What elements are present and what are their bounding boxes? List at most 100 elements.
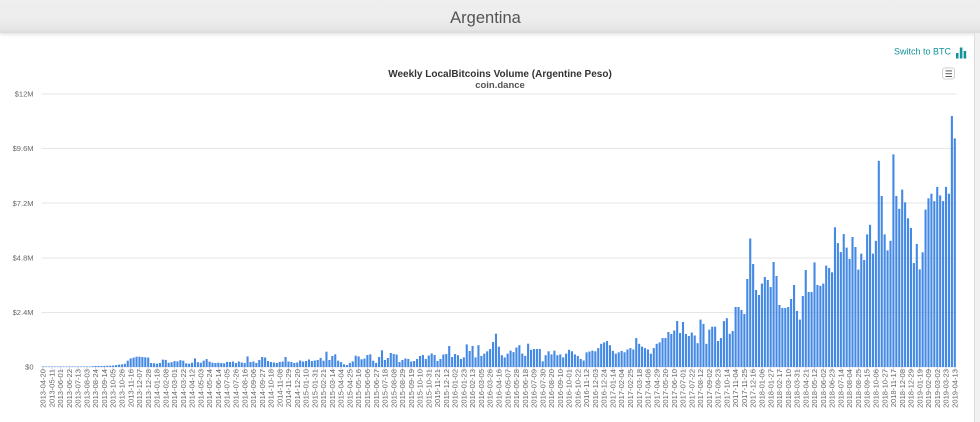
svg-text:2018-12-29: 2018-12-29	[907, 369, 916, 408]
svg-text:2019-01-19: 2019-01-19	[915, 369, 924, 408]
svg-text:2019-04-13: 2019-04-13	[950, 369, 959, 408]
svg-text:2013-08-03: 2013-08-03	[82, 369, 91, 408]
svg-text:2017-04-08: 2017-04-08	[644, 369, 653, 408]
svg-text:2018-05-12: 2018-05-12	[810, 369, 819, 408]
svg-text:2018-10-06: 2018-10-06	[871, 369, 880, 408]
svg-text:$4.8M: $4.8M	[13, 253, 34, 262]
svg-text:Switch to BTC: Switch to BTC	[894, 47, 952, 57]
svg-text:2018-02-17: 2018-02-17	[775, 369, 784, 408]
svg-text:2016-11-12: 2016-11-12	[582, 369, 591, 407]
svg-text:2016-07-30: 2016-07-30	[538, 369, 547, 408]
svg-text:2017-09-23: 2017-09-23	[714, 369, 723, 408]
svg-text:2018-06-02: 2018-06-02	[819, 369, 828, 408]
svg-text:2017-02-25: 2017-02-25	[626, 369, 635, 408]
svg-text:2015-04-25: 2015-04-25	[345, 369, 354, 408]
svg-text:2019-02-09: 2019-02-09	[924, 369, 933, 408]
svg-text:$2.4M: $2.4M	[13, 308, 34, 317]
svg-text:2018-11-17: 2018-11-17	[889, 369, 898, 407]
svg-text:2017-06-10: 2017-06-10	[670, 369, 679, 408]
svg-text:2014-06-14: 2014-06-14	[214, 369, 223, 408]
svg-text:2015-07-18: 2015-07-18	[381, 369, 390, 408]
svg-text:2013-10-05: 2013-10-05	[109, 369, 118, 408]
svg-text:2017-12-16: 2017-12-16	[749, 369, 758, 408]
svg-text:2018-08-04: 2018-08-04	[845, 369, 854, 408]
svg-text:2013-08-24: 2013-08-24	[91, 369, 100, 408]
svg-text:2017-10-14: 2017-10-14	[722, 369, 731, 408]
svg-text:2014-05-03: 2014-05-03	[196, 369, 205, 408]
svg-text:2015-11-21: 2015-11-21	[433, 369, 442, 407]
svg-text:2015-08-29: 2015-08-29	[398, 369, 407, 408]
svg-text:2016-06-18: 2016-06-18	[521, 369, 530, 408]
svg-text:2017-07-01: 2017-07-01	[679, 369, 688, 408]
svg-text:2013-06-01: 2013-06-01	[56, 369, 65, 408]
svg-text:2016-10-01: 2016-10-01	[565, 369, 574, 408]
svg-text:2017-11-04: 2017-11-04	[731, 369, 740, 407]
svg-text:2016-03-26: 2016-03-26	[486, 369, 495, 408]
svg-text:2019-03-02: 2019-03-02	[933, 369, 942, 408]
svg-text:2017-04-29: 2017-04-29	[652, 369, 661, 408]
svg-text:2016-01-02: 2016-01-02	[451, 369, 460, 408]
svg-text:2016-08-20: 2016-08-20	[547, 369, 556, 408]
svg-text:2015-02-21: 2015-02-21	[319, 369, 328, 408]
svg-text:2017-03-18: 2017-03-18	[635, 369, 644, 408]
svg-text:2018-03-10: 2018-03-10	[784, 369, 793, 408]
svg-text:2017-08-12: 2017-08-12	[696, 369, 705, 408]
svg-text:2014-11-29: 2014-11-29	[284, 369, 293, 407]
svg-text:2015-05-16: 2015-05-16	[354, 369, 363, 408]
svg-text:2014-05-24: 2014-05-24	[205, 369, 214, 408]
svg-text:coin.dance: coin.dance	[475, 80, 525, 91]
svg-text:2018-10-27: 2018-10-27	[880, 369, 889, 408]
svg-text:2015-06-06: 2015-06-06	[363, 369, 372, 408]
svg-text:2013-04-20: 2013-04-20	[39, 369, 48, 408]
svg-text:2013-09-14: 2013-09-14	[100, 369, 109, 408]
svg-text:2016-05-07: 2016-05-07	[503, 369, 512, 408]
svg-text:$7.2M: $7.2M	[13, 199, 34, 208]
svg-text:2013-12-28: 2013-12-28	[144, 369, 153, 408]
svg-text:2016-04-16: 2016-04-16	[494, 369, 503, 408]
svg-text:2013-10-26: 2013-10-26	[118, 369, 127, 408]
svg-text:2016-12-24: 2016-12-24	[600, 369, 609, 408]
svg-text:2014-02-08: 2014-02-08	[161, 369, 170, 408]
svg-text:$9.6M: $9.6M	[13, 144, 34, 153]
svg-text:2016-03-05: 2016-03-05	[477, 369, 486, 408]
svg-text:2018-06-23: 2018-06-23	[828, 369, 837, 408]
svg-text:2014-01-18: 2014-01-18	[153, 369, 162, 408]
svg-text:2018-08-25: 2018-08-25	[854, 369, 863, 408]
svg-text:$0: $0	[25, 363, 33, 372]
svg-text:2013-05-11: 2013-05-11	[47, 369, 56, 407]
svg-text:2015-10-10: 2015-10-10	[416, 369, 425, 408]
svg-text:2013-12-07: 2013-12-07	[135, 369, 144, 408]
svg-text:2014-07-05: 2014-07-05	[223, 369, 232, 408]
svg-text:2013-06-22: 2013-06-22	[65, 369, 74, 408]
svg-text:2016-09-10: 2016-09-10	[556, 369, 565, 408]
svg-text:2017-02-04: 2017-02-04	[617, 369, 626, 408]
svg-text:$12M: $12M	[15, 90, 34, 99]
svg-text:2014-08-16: 2014-08-16	[240, 369, 249, 408]
svg-text:2014-03-01: 2014-03-01	[170, 369, 179, 408]
svg-text:2018-09-15: 2018-09-15	[863, 369, 872, 408]
svg-text:2014-03-22: 2014-03-22	[179, 369, 188, 408]
svg-text:2016-12-03: 2016-12-03	[591, 369, 600, 408]
svg-text:2015-06-27: 2015-06-27	[372, 369, 381, 408]
svg-text:2014-12-20: 2014-12-20	[293, 369, 302, 408]
svg-text:2018-01-27: 2018-01-27	[766, 369, 775, 408]
svg-text:2016-07-09: 2016-07-09	[530, 369, 539, 408]
svg-text:2015-01-10: 2015-01-10	[302, 369, 311, 408]
svg-text:2018-03-31: 2018-03-31	[793, 369, 802, 408]
svg-text:2017-11-25: 2017-11-25	[740, 369, 749, 407]
svg-text:2017-07-22: 2017-07-22	[687, 369, 696, 408]
svg-text:2015-01-31: 2015-01-31	[310, 369, 319, 408]
svg-text:2016-01-23: 2016-01-23	[459, 369, 468, 408]
svg-text:2017-01-14: 2017-01-14	[608, 369, 617, 408]
svg-text:2014-10-18: 2014-10-18	[267, 369, 276, 408]
svg-text:2013-07-13: 2013-07-13	[74, 369, 83, 408]
svg-text:2014-11-08: 2014-11-08	[275, 369, 284, 407]
svg-text:2015-04-04: 2015-04-04	[337, 369, 346, 408]
svg-text:2015-09-19: 2015-09-19	[407, 369, 416, 408]
svg-text:2016-02-13: 2016-02-13	[468, 369, 477, 408]
svg-text:2015-10-31: 2015-10-31	[424, 369, 433, 408]
svg-text:2013-11-16: 2013-11-16	[126, 369, 135, 407]
svg-text:2018-04-21: 2018-04-21	[801, 369, 810, 408]
svg-text:2017-05-20: 2017-05-20	[661, 369, 670, 408]
svg-text:2018-01-06: 2018-01-06	[758, 369, 767, 408]
